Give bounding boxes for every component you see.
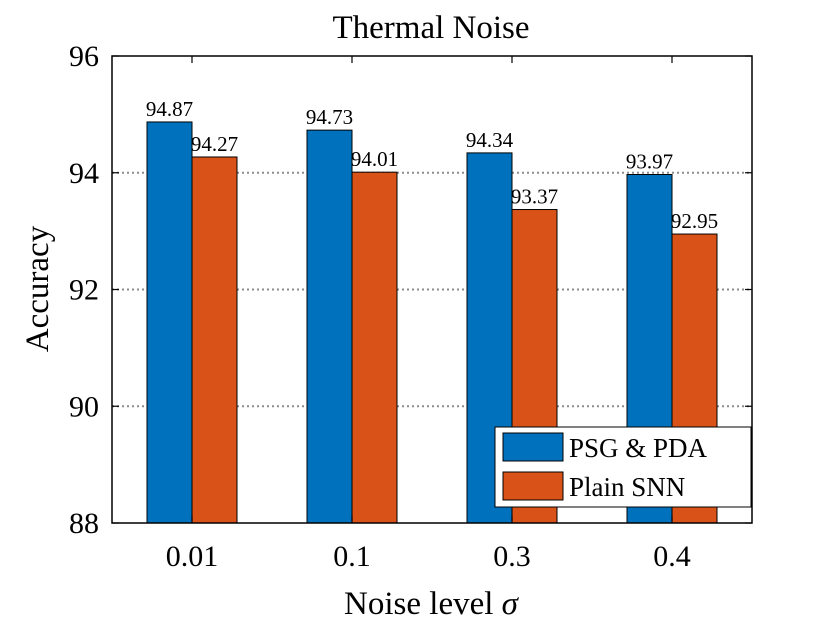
data-label: 92.95 — [671, 209, 718, 233]
data-label: 94.01 — [351, 147, 398, 171]
x-axis-label-symbol: σ — [502, 586, 520, 622]
y-tick-label: 88 — [69, 507, 99, 540]
x-tick-label: 0.1 — [333, 540, 371, 573]
x-tick-label: 0.01 — [166, 540, 219, 573]
y-tick-label: 92 — [69, 274, 99, 307]
x-axis-label-text: Noise level — [344, 586, 493, 622]
data-labels: 94.87 94.27 94.73 94.01 94.34 93.37 93.97 92.95 — [146, 97, 718, 233]
data-label: 94.27 — [191, 132, 238, 156]
legend-label-plain-snn: Plain SNN — [569, 472, 685, 502]
axis-ticks: 88 90 92 94 96 0.01 0.1 0.3 0.4 — [69, 40, 752, 573]
chart-title: Thermal Noise — [332, 10, 529, 46]
y-axis-label: Accuracy — [20, 225, 56, 352]
y-tick-label: 90 — [69, 390, 99, 423]
data-label: 94.73 — [306, 105, 353, 129]
x-tick-label: 0.3 — [493, 540, 531, 573]
data-label: 93.97 — [626, 150, 673, 174]
data-label: 93.37 — [511, 185, 558, 209]
data-label: 94.34 — [466, 128, 514, 152]
legend: PSG & PDA Plain SNN — [494, 426, 752, 508]
x-axis-label: Noise level σ — [344, 586, 520, 622]
legend-label-psg-pda: PSG & PDA — [569, 433, 708, 463]
bar-plain-snn — [191, 156, 238, 524]
bar-psg-pda — [146, 121, 193, 524]
y-tick-label: 94 — [69, 157, 99, 190]
bar-plain-snn — [351, 171, 398, 524]
legend-swatch-psg-pda — [502, 432, 564, 462]
x-tick-label: 0.4 — [653, 540, 691, 573]
y-tick-label: 96 — [69, 40, 99, 73]
bar-psg-pda — [306, 129, 353, 524]
data-label: 94.87 — [146, 97, 193, 121]
legend-swatch-plain-snn — [502, 471, 564, 501]
